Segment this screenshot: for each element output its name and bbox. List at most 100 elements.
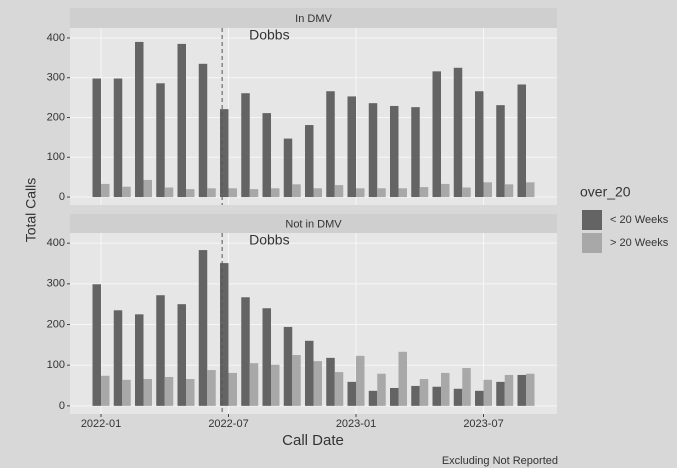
y-tick-label: 400 (47, 32, 65, 44)
bar (517, 84, 526, 198)
y-axis-label: Total Calls (23, 178, 39, 243)
y-tick-label: 0 (59, 400, 65, 412)
bar (186, 189, 195, 198)
bar (271, 364, 280, 406)
bar (220, 109, 229, 198)
legend-title: over_20 (580, 184, 631, 200)
bar (207, 188, 216, 198)
bar (156, 295, 165, 406)
bar (368, 103, 378, 198)
x-tick-label: 2022-01 (81, 418, 121, 430)
bar (368, 390, 378, 406)
bar (411, 385, 420, 406)
bar (334, 372, 344, 406)
bar (220, 263, 229, 406)
bar (475, 91, 484, 198)
bar (92, 284, 101, 406)
bar (517, 374, 526, 406)
bar (101, 375, 110, 406)
legend-key (582, 210, 602, 230)
bar (334, 185, 344, 198)
bar (441, 183, 450, 198)
y-tick-label: 0 (59, 191, 65, 203)
bar (262, 308, 271, 406)
annotation-text: Dobbs (249, 27, 289, 43)
legend-label: < 20 Weeks (610, 214, 669, 226)
x-axis-label: Call Date (282, 432, 344, 449)
bar (432, 386, 441, 406)
bar (390, 387, 399, 406)
bar (419, 379, 429, 406)
bar (326, 91, 335, 198)
bar (483, 182, 492, 198)
bar (241, 93, 250, 198)
bar (177, 43, 186, 198)
bar (496, 381, 505, 406)
bar (313, 188, 322, 198)
bar (326, 357, 335, 406)
bar (441, 372, 450, 406)
bar (462, 187, 471, 198)
x-tick-label: 2022-07 (208, 418, 248, 430)
bar (122, 186, 131, 198)
bar (356, 355, 365, 406)
bar (241, 297, 250, 406)
bar (483, 379, 492, 406)
bar (186, 379, 195, 406)
x-tick-label: 2023-01 (336, 418, 376, 430)
bar (156, 83, 165, 198)
bar (475, 390, 484, 406)
bar (526, 373, 535, 406)
bar (262, 113, 271, 198)
bar (164, 187, 174, 198)
y-tick-label: 100 (47, 359, 65, 371)
bar (305, 340, 314, 406)
facet-title: In DMV (295, 13, 332, 25)
annotation-text: Dobbs (249, 232, 289, 248)
y-tick-label: 200 (47, 111, 65, 123)
bar (92, 78, 101, 198)
facet-title: Not in DMV (285, 218, 342, 230)
bar (504, 374, 514, 406)
y-tick-label: 100 (47, 151, 65, 163)
bar (177, 304, 186, 406)
bar (526, 182, 535, 198)
bar (198, 250, 208, 406)
bar (283, 138, 293, 198)
y-tick-label: 200 (47, 318, 65, 330)
caption: Excluding Not Reported (442, 455, 558, 467)
bar (419, 187, 429, 198)
y-tick-label: 300 (47, 278, 65, 290)
bar (164, 376, 174, 406)
x-tick-label: 2023-07 (463, 418, 503, 430)
bar (453, 388, 463, 406)
bar (432, 71, 441, 198)
bar (122, 379, 131, 406)
bar (398, 188, 407, 198)
bar (283, 326, 293, 406)
y-tick-label: 300 (47, 72, 65, 84)
bar (249, 363, 259, 406)
bar (377, 373, 386, 406)
legend-label: > 20 Weeks (610, 237, 669, 249)
bar (313, 361, 322, 406)
bar (292, 184, 301, 198)
bar (271, 188, 280, 198)
bar (377, 188, 386, 198)
bar (198, 63, 208, 198)
bar (135, 314, 144, 406)
bar (143, 379, 152, 406)
y-tick-label: 400 (47, 237, 65, 249)
bar (228, 372, 237, 406)
bar (398, 351, 407, 406)
bar (347, 96, 356, 198)
bar (113, 78, 123, 198)
bar (347, 381, 356, 406)
bar (249, 189, 259, 198)
bar (101, 183, 110, 198)
bar (390, 105, 399, 198)
bar (504, 184, 514, 198)
bar (356, 188, 365, 198)
